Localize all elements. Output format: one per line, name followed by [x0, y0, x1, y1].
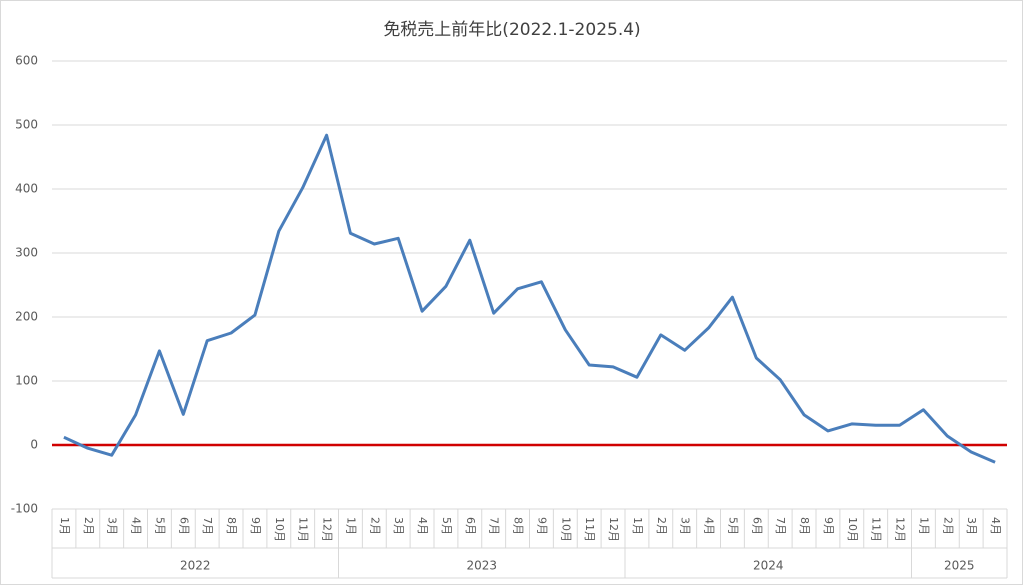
x-tick-label: 6月: [464, 517, 477, 535]
x-tick-label: 9月: [822, 517, 835, 535]
x-tick-label: 3月: [679, 517, 692, 535]
x-tick-label: 4月: [703, 517, 716, 535]
x-tick-label: 1月: [917, 517, 930, 535]
x-tick-label: 4月: [989, 517, 1002, 535]
x-tick-label: 7月: [488, 517, 501, 535]
y-tick-label: 0: [30, 438, 38, 452]
group-label: 2025: [944, 559, 975, 573]
x-tick-label: 2月: [368, 517, 381, 535]
y-tick-label: -100: [11, 502, 38, 516]
x-tick-label: 12月: [607, 517, 620, 542]
y-tick-label: 200: [15, 310, 38, 324]
x-tick-label: 9月: [249, 517, 262, 535]
x-tick-label: 1月: [344, 517, 357, 535]
x-tick-label: 11月: [297, 517, 310, 542]
y-tick-label: 600: [15, 54, 38, 68]
x-tick-label: 6月: [177, 517, 190, 535]
x-tick-label: 11月: [583, 517, 596, 542]
group-label: 2024: [753, 559, 784, 573]
x-tick-label: 2月: [82, 517, 95, 535]
x-tick-label: 6月: [750, 517, 763, 535]
x-tick-label: 10月: [559, 517, 572, 542]
x-tick-label: 8月: [225, 517, 238, 535]
x-tick-label: 12月: [321, 517, 334, 542]
x-tick-label: 4月: [416, 517, 429, 535]
x-tick-label: 3月: [392, 517, 405, 535]
group-label: 2023: [466, 559, 497, 573]
y-tick-label: 400: [15, 182, 38, 196]
y-tick-label: 500: [15, 118, 38, 132]
x-tick-label: 4月: [130, 517, 143, 535]
x-tick-label: 5月: [726, 517, 739, 535]
x-tick-label: 3月: [106, 517, 119, 535]
x-tick-label: 9月: [535, 517, 548, 535]
x-tick-label: 2月: [655, 517, 668, 535]
x-tick-label: 10月: [273, 517, 286, 542]
chart-title: 免税売上前年比(2022.1-2025.4): [383, 20, 640, 40]
y-tick-label: 100: [15, 374, 38, 388]
data-line: [63, 133, 996, 464]
group-label: 2022: [180, 559, 211, 573]
x-tick-label: 5月: [153, 517, 166, 535]
x-tick-label: 12月: [894, 517, 907, 542]
x-tick-label: 7月: [201, 517, 214, 535]
x-tick-label: 3月: [965, 517, 978, 535]
y-tick-label: 300: [15, 246, 38, 260]
x-tick-label: 1月: [631, 517, 644, 535]
x-tick-label: 8月: [512, 517, 525, 535]
x-tick-label: 7月: [774, 517, 787, 535]
x-tick-label: 8月: [798, 517, 811, 535]
x-tick-label: 10月: [846, 517, 859, 542]
x-tick-label: 11月: [870, 517, 883, 542]
x-tick-label: 2月: [941, 517, 954, 535]
x-tick-label: 5月: [440, 517, 453, 535]
x-tick-label: 1月: [58, 517, 71, 535]
